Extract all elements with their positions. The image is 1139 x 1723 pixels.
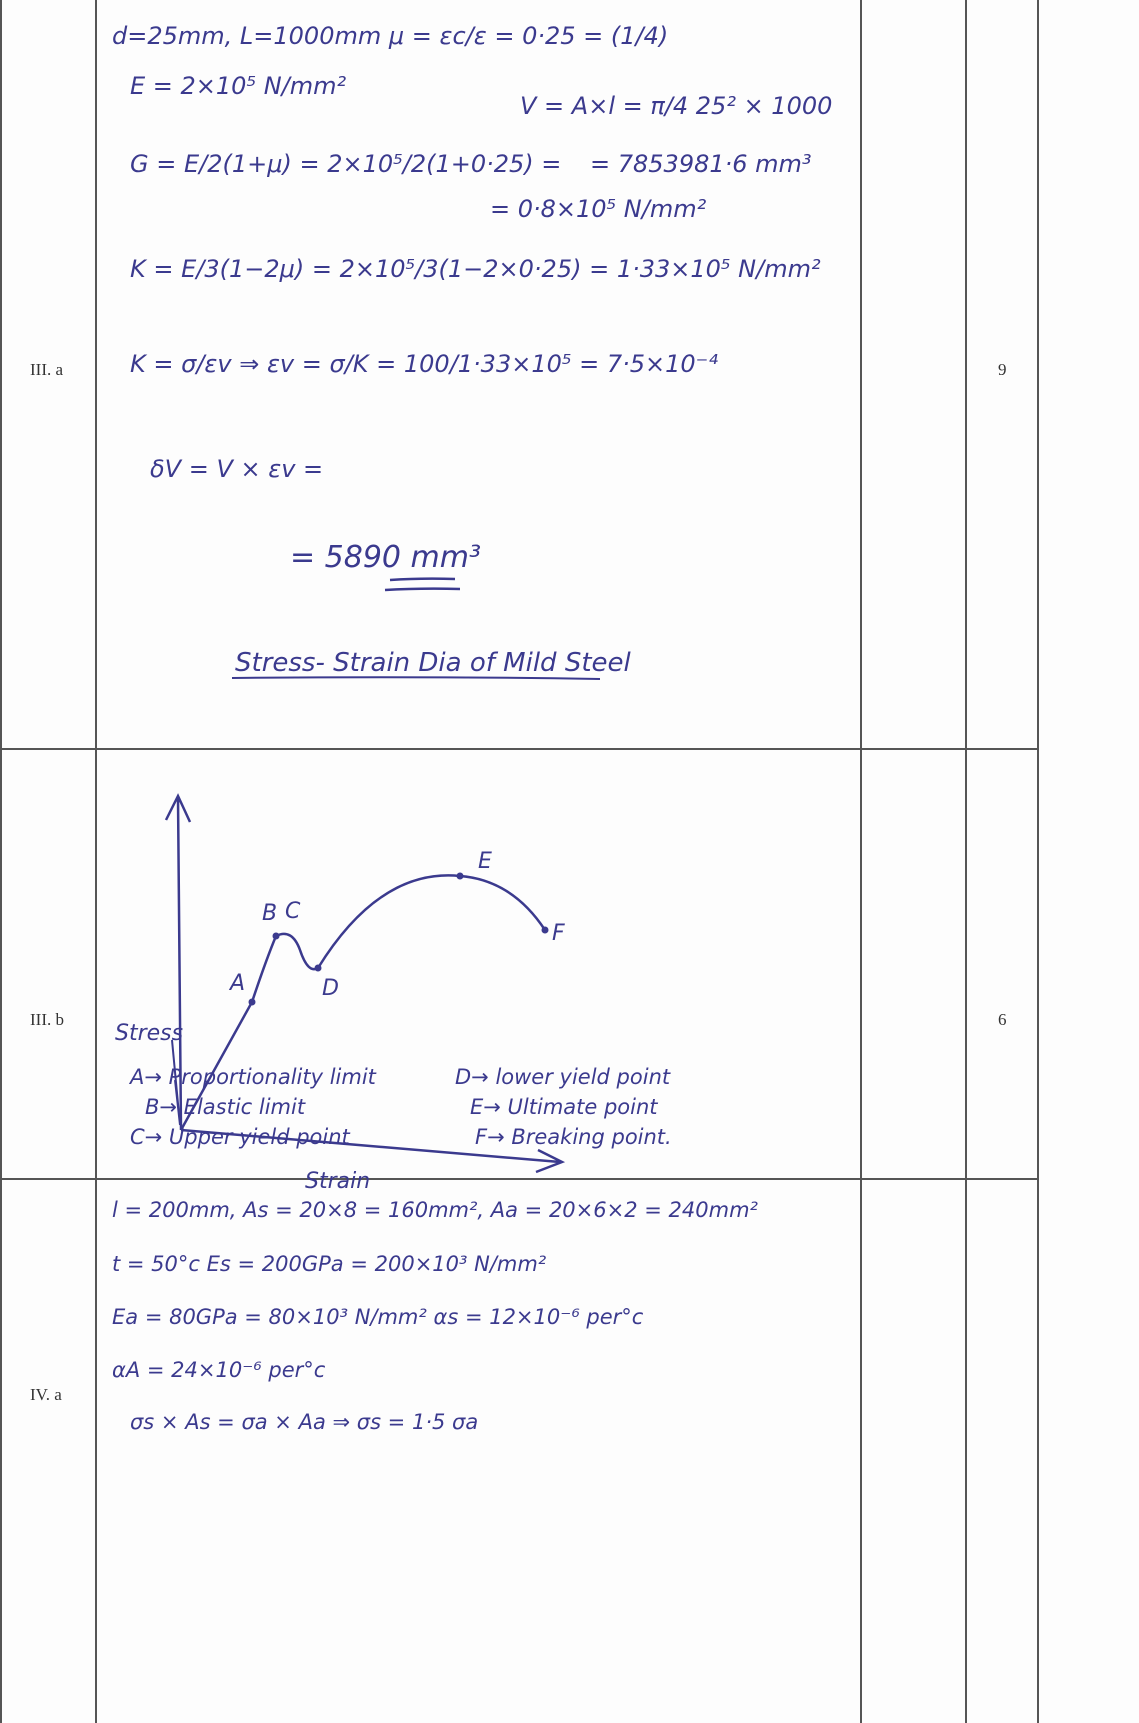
question-label: III. b	[30, 1010, 64, 1030]
point	[315, 965, 322, 972]
point	[249, 999, 256, 1006]
annotations: A B C D E F Stress Strain	[0, 0, 1139, 1723]
underline	[385, 579, 460, 590]
work-line: t = 50°c Es = 200GPa = 200×10³ N/mm²	[112, 1252, 546, 1276]
point	[542, 927, 549, 934]
curve	[181, 875, 545, 1130]
point-label: D	[322, 976, 339, 1001]
axis-label: Stress	[115, 1021, 183, 1046]
legend-item: A→ Proportionality limit	[130, 1065, 376, 1089]
point	[457, 873, 464, 880]
point-label: C	[285, 899, 301, 924]
axis-label: Strain	[305, 1169, 370, 1194]
legend-item: D→ lower yield point	[455, 1065, 670, 1089]
legend-item: E→ Ultimate point	[470, 1095, 658, 1119]
answer-sheet: III. a 9 d=25mm, L=1000mm μ = εc/ε = 0·2…	[0, 0, 1139, 1723]
work-line: σs × As = σa × Aa ⇒ σs = 1·5 σa	[130, 1410, 478, 1434]
point-label: F	[552, 921, 565, 946]
point-label: E	[478, 849, 492, 874]
point-label: B	[262, 901, 277, 926]
legend-item: C→ Upper yield point	[130, 1125, 350, 1149]
point-label: A	[228, 971, 245, 996]
diagram-title: Stress- Strain Dia of Mild Steel	[235, 648, 631, 678]
marks: 6	[998, 1010, 1007, 1030]
point	[273, 933, 280, 940]
work-line: l = 200mm, As = 20×8 = 160mm², Aa = 20×6…	[112, 1198, 758, 1222]
legend-item: B→ Elastic limit	[145, 1095, 305, 1119]
work-line: Ea = 80GPa = 80×10³ N/mm² αs = 12×10⁻⁶ p…	[112, 1305, 643, 1329]
work-line: αA = 24×10⁻⁶ per°c	[112, 1358, 325, 1382]
question-label: IV. a	[30, 1385, 62, 1405]
legend-item: F→ Breaking point.	[475, 1125, 672, 1149]
